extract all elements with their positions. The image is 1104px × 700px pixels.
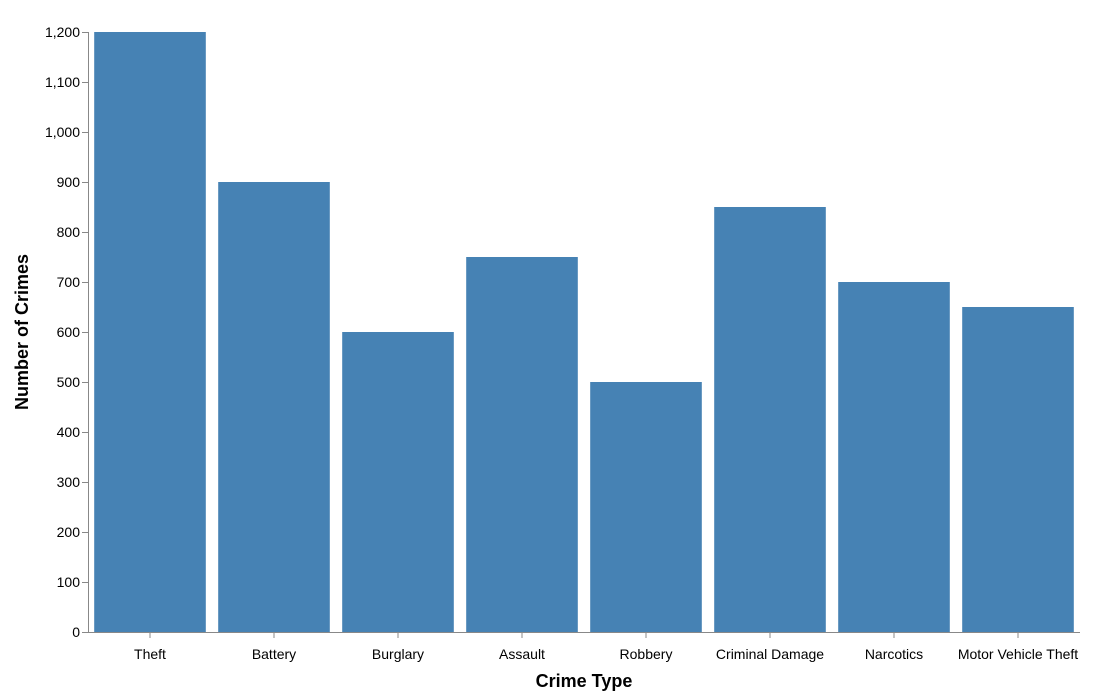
x-tick-label: Assault	[499, 646, 545, 662]
x-tick-label: Robbery	[620, 646, 673, 662]
x-tick-label: Motor Vehicle Theft	[958, 646, 1078, 662]
y-tick-label: 1,100	[45, 74, 80, 90]
x-tick-label: Theft	[134, 646, 166, 662]
y-axis: 0 100 200 300 400 500 600 700 800 900 1,000 1,100 1,…	[45, 24, 89, 640]
x-ticks: Theft Battery Burglary Assault Robbery Crimin…	[134, 632, 1078, 662]
y-tick-label: 800	[57, 224, 81, 240]
bars-layer	[94, 32, 1074, 632]
bar-criminal-damage	[714, 207, 826, 632]
bar-battery	[218, 182, 330, 632]
y-tick-label: 900	[57, 174, 81, 190]
y-tick-label: 300	[57, 474, 81, 490]
y-tick-label: 400	[57, 424, 81, 440]
y-tick-label: 500	[57, 374, 81, 390]
y-tick-label: 100	[57, 574, 81, 590]
bar-robbery	[590, 382, 702, 632]
y-tick-label: 0	[72, 624, 80, 640]
y-tick-label: 700	[57, 274, 81, 290]
bar-theft	[94, 32, 206, 632]
x-axis-title: Crime Type	[536, 671, 633, 691]
bar-assault	[466, 257, 578, 632]
x-tick-label: Narcotics	[865, 646, 923, 662]
y-axis-title: Number of Crimes	[12, 254, 32, 410]
y-ticks: 0 100 200 300 400 500 600 700 800 900 1,000 1,100 1,…	[45, 24, 88, 640]
x-tick-label: Battery	[252, 646, 296, 662]
y-tick-label: 1,200	[45, 24, 80, 40]
bar-burglary	[342, 332, 454, 632]
y-tick-label: 1,000	[45, 124, 80, 140]
bar-motor-vehicle-theft	[962, 307, 1074, 632]
y-tick-label: 600	[57, 324, 81, 340]
bar-narcotics	[838, 282, 950, 632]
x-axis: Theft Battery Burglary Assault Robbery Crimin…	[88, 632, 1080, 662]
x-tick-label: Criminal Damage	[716, 646, 824, 662]
x-tick-label: Burglary	[372, 646, 424, 662]
y-tick-label: 200	[57, 524, 81, 540]
